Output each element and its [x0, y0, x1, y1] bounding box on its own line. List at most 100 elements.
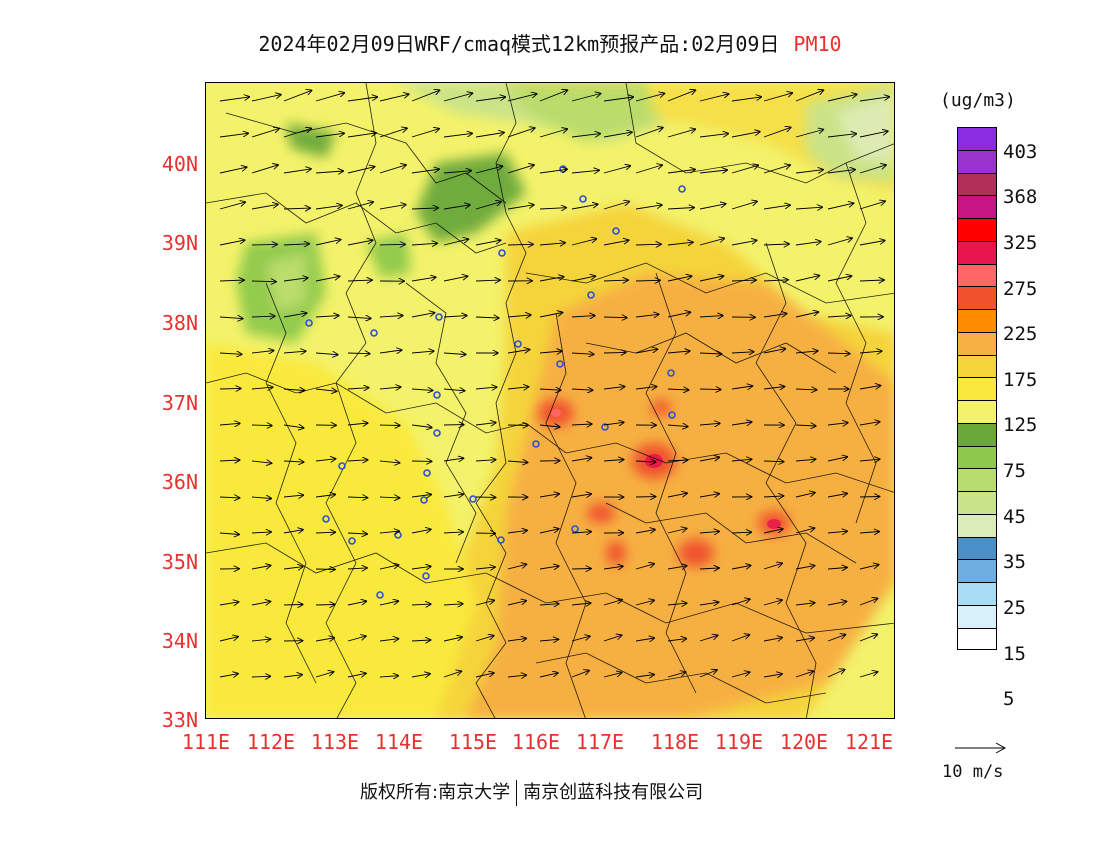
wind-arrow — [219, 317, 243, 319]
wind-arrow — [347, 280, 372, 281]
wind-arrow — [603, 352, 626, 353]
legend-swatch-18 — [957, 536, 997, 560]
wind-arrow — [283, 278, 308, 281]
wind-arrow — [219, 353, 242, 354]
wind-arrow — [795, 207, 822, 209]
wind-arrow — [251, 165, 278, 174]
wind-arrow — [635, 128, 663, 138]
wind-arrow — [379, 205, 406, 210]
wind-arrow — [699, 94, 729, 102]
wind-arrow — [251, 461, 272, 463]
legend-swatch-16 — [957, 491, 997, 514]
wind-arrow — [827, 635, 845, 642]
wind-arrow — [827, 203, 854, 210]
wind-arrow — [603, 202, 629, 210]
wind-arrow — [283, 208, 310, 209]
wind-arrow — [667, 603, 687, 605]
legend-swatch-2 — [957, 172, 997, 196]
legend-label-25: 25 — [1003, 597, 1026, 619]
wind-arrow — [667, 493, 687, 498]
legend-unit: (ug/m3) — [940, 90, 1016, 111]
wind-arrow — [507, 128, 535, 138]
wind-arrow — [827, 531, 847, 533]
wind-arrow — [443, 133, 472, 138]
wind-arrow — [827, 494, 847, 498]
wind-arrow — [859, 459, 880, 461]
wind-arrow — [699, 238, 724, 246]
wind-arrow — [347, 317, 371, 318]
wind-arrow — [603, 166, 630, 174]
wind-arrow — [635, 244, 661, 245]
wind-arrow — [635, 564, 654, 570]
wind-scale-label: 10 m/s — [942, 762, 1004, 782]
wind-arrow — [539, 425, 560, 427]
wind-arrow — [283, 90, 312, 102]
forecast-map[interactable] — [205, 82, 895, 719]
wind-arrow — [347, 460, 368, 461]
wind-arrow — [475, 166, 502, 174]
wind-arrow — [603, 600, 622, 606]
legend-swatch-9 — [957, 331, 997, 355]
wind-arrow — [411, 674, 430, 677]
wind-arrow — [667, 672, 686, 678]
lat-label-38n: 38N — [161, 311, 198, 335]
wind-arrow — [731, 635, 749, 642]
wind-arrow — [699, 204, 726, 210]
wind-arrow — [315, 316, 339, 317]
wind-arrow — [795, 351, 818, 353]
wind-arrow — [315, 240, 341, 246]
wind-arrow — [251, 425, 272, 426]
wind-arrow — [603, 317, 627, 318]
wind-arrow — [347, 388, 369, 389]
wind-arrow — [539, 129, 567, 138]
wind-arrow — [731, 422, 752, 425]
wind-arrow — [539, 389, 561, 390]
wind-arrow — [443, 389, 465, 391]
wind-arrow — [219, 637, 238, 642]
wind-arrow — [251, 95, 281, 102]
wind-arrow — [571, 170, 599, 173]
wind-arrow — [283, 530, 303, 533]
wind-arrow — [795, 528, 815, 534]
wind-arrow — [507, 244, 533, 245]
wind-arrow — [827, 353, 850, 354]
wind-arrow — [763, 387, 785, 390]
wind-arrow — [763, 600, 782, 606]
wind-arrow — [251, 281, 276, 282]
legend-label-125: 125 — [1003, 414, 1038, 436]
wind-arrow — [315, 353, 338, 355]
wind-arrow — [859, 386, 880, 390]
wind-arrow — [731, 386, 752, 389]
wind-arrow — [763, 205, 790, 210]
wind-arrow — [443, 532, 463, 533]
wind-arrow — [219, 423, 240, 425]
legend-label-325: 325 — [1003, 232, 1038, 254]
wind-arrow — [443, 171, 471, 173]
wind-arrow — [699, 389, 721, 390]
wind-arrow — [315, 638, 334, 641]
wind-arrow — [635, 461, 656, 462]
wind-arrow — [699, 494, 719, 497]
wind-arrow — [219, 497, 239, 498]
lon-label-115e: 115E — [448, 730, 498, 754]
wind-arrow — [635, 314, 659, 317]
wind-arrow — [667, 170, 695, 174]
wind-arrow — [795, 671, 813, 678]
wind-arrow — [315, 171, 343, 173]
wind-arrow — [411, 90, 439, 102]
wind-arrow — [507, 675, 526, 677]
wind-arrow — [539, 529, 559, 534]
wind-arrow — [219, 167, 247, 174]
wind-arrow — [219, 97, 249, 102]
wind-arrow — [411, 351, 434, 353]
wind-arrow — [571, 532, 591, 533]
wind-arrow — [315, 133, 344, 138]
wind-arrow — [315, 389, 337, 391]
wind-arrow — [411, 495, 431, 498]
wind-arrow — [731, 280, 756, 281]
wind-arrow — [443, 353, 466, 355]
wind-arrow — [251, 129, 279, 138]
wind-arrow — [667, 639, 686, 641]
wind-arrow — [859, 672, 878, 678]
wind-arrow — [667, 242, 693, 245]
